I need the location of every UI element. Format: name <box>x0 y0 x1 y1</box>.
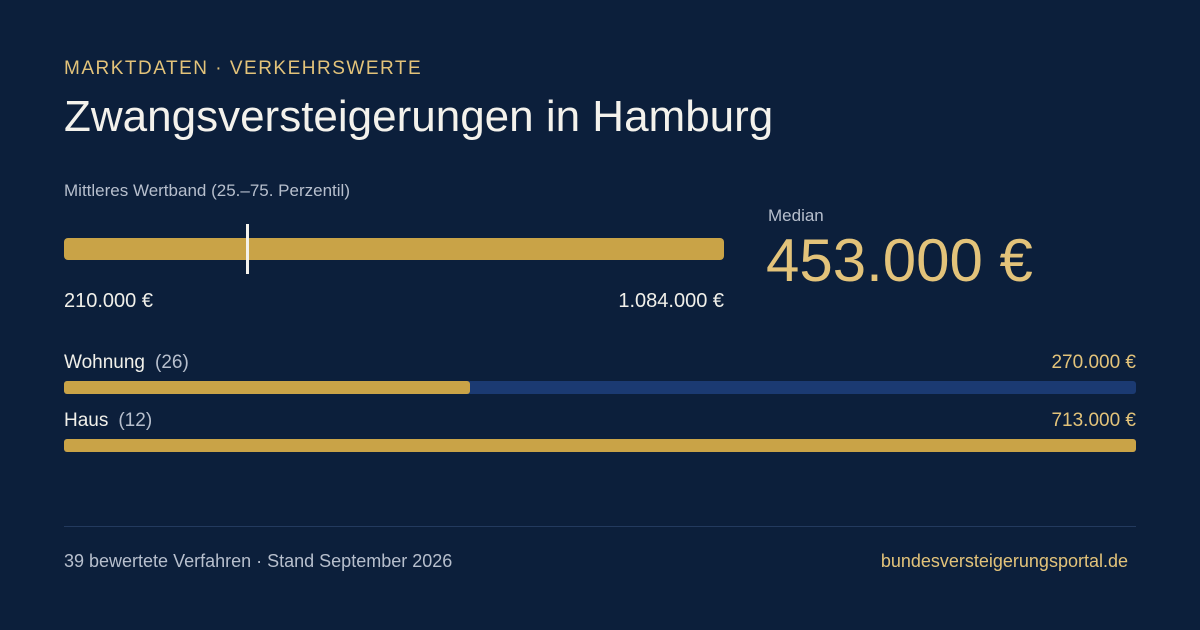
median-value: 453.000 € <box>766 227 1033 294</box>
divider <box>64 526 1136 527</box>
footer-note: 39 bewertete Verfahren · Stand September… <box>64 551 453 571</box>
median-marker <box>246 224 249 274</box>
type-name: Haus <box>64 410 109 431</box>
low-label: 210.000 € <box>64 290 153 312</box>
type-name: Wohnung <box>64 352 145 373</box>
bar <box>64 381 470 394</box>
high-label: 1.084.000 € <box>618 290 724 312</box>
type-value: 713.000 € <box>1051 410 1136 431</box>
median-name: Median <box>768 206 824 225</box>
kicker: MARKTDATEN · VERKEHRSWERTE <box>64 58 423 79</box>
footer-source: bundesversteigerungsportal.de <box>880 551 1128 571</box>
value-band <box>64 238 724 260</box>
type-count: (12) <box>118 410 153 431</box>
bar <box>64 439 1136 452</box>
type-value: 270.000 € <box>1051 352 1136 373</box>
type-count: (26) <box>155 352 189 373</box>
range-label: Mittleres Wertband (25.–75. Perzentil) <box>64 181 350 200</box>
title: Zwangsversteigerungen in Hamburg <box>64 92 774 141</box>
